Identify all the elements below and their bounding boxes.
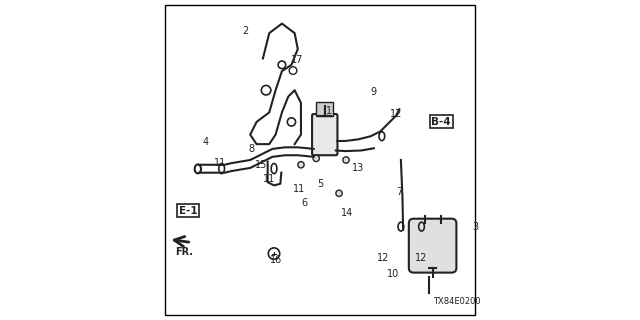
Text: 16: 16 <box>269 255 282 265</box>
Text: B-4: B-4 <box>431 117 451 127</box>
Text: 12: 12 <box>415 253 428 263</box>
Text: 12: 12 <box>378 253 390 263</box>
Circle shape <box>343 157 349 163</box>
Circle shape <box>336 190 342 196</box>
Text: 12: 12 <box>390 109 402 119</box>
Text: 11: 11 <box>293 184 305 194</box>
Text: 1: 1 <box>326 106 332 116</box>
Text: 4: 4 <box>203 137 209 147</box>
Text: 9: 9 <box>371 86 377 97</box>
Text: 5: 5 <box>317 179 323 189</box>
Text: E-1: E-1 <box>179 206 198 216</box>
Text: 3: 3 <box>472 222 478 232</box>
Text: 14: 14 <box>340 208 353 218</box>
Circle shape <box>298 162 304 168</box>
Text: FR.: FR. <box>175 247 193 257</box>
Text: 6: 6 <box>301 198 307 208</box>
Text: 17: 17 <box>291 55 304 65</box>
Text: TX84E0200: TX84E0200 <box>433 297 480 306</box>
Text: 15: 15 <box>255 159 268 170</box>
Text: 11: 11 <box>214 158 227 168</box>
Text: 7: 7 <box>396 187 403 197</box>
Text: 13: 13 <box>352 163 364 173</box>
FancyBboxPatch shape <box>409 219 456 273</box>
Text: 10: 10 <box>387 269 399 279</box>
Text: 2: 2 <box>243 26 248 36</box>
Text: 11: 11 <box>263 174 276 184</box>
Text: 8: 8 <box>249 144 255 154</box>
Circle shape <box>313 155 319 162</box>
FancyBboxPatch shape <box>316 102 333 116</box>
FancyBboxPatch shape <box>312 114 337 155</box>
